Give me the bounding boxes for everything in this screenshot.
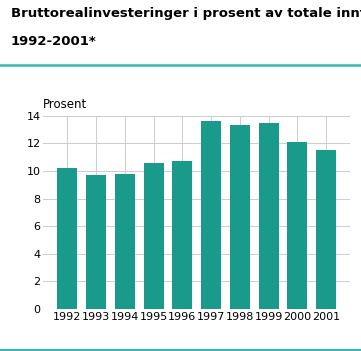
Bar [57,168,77,309]
Bar [287,142,308,309]
Text: Bruttorealinvesteringer i prosent av totale inntekter.: Bruttorealinvesteringer i prosent av tot… [11,7,361,20]
Bar [144,163,164,309]
Bar [316,150,336,309]
Text: 1992-2001*: 1992-2001* [11,35,97,48]
Bar [201,121,221,309]
Text: Prosent: Prosent [43,98,88,111]
Bar [230,125,250,309]
Bar [258,123,279,309]
Bar [86,175,106,309]
Bar [115,174,135,309]
Bar [172,161,192,309]
